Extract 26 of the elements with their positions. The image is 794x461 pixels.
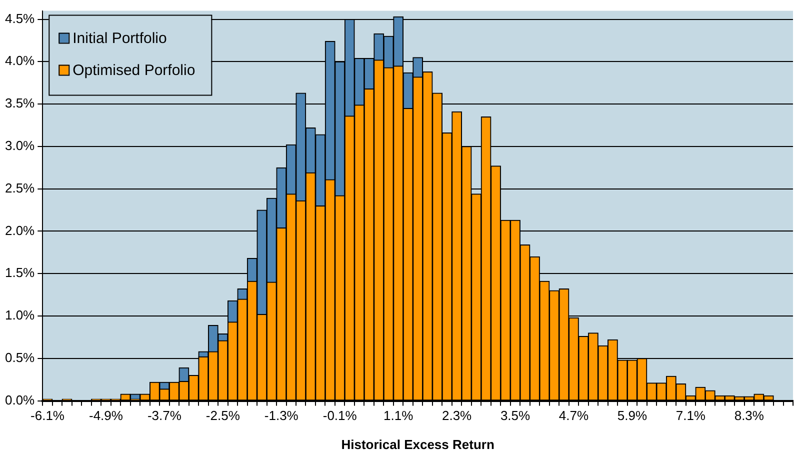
x-tick-label: 8.3% <box>734 408 764 424</box>
x-tick-label: 1.1% <box>384 408 414 424</box>
x-tick-label: -3.7% <box>147 408 182 424</box>
x-tick-label: 2.3% <box>442 408 472 424</box>
y-tick-label: 0.5% <box>4 350 36 365</box>
x-tick-label: 7.1% <box>676 408 706 424</box>
y-tick-label: 2.5% <box>4 180 36 196</box>
x-tick-label: 3.5% <box>500 408 531 424</box>
x-tick-label: -4.9% <box>88 408 124 424</box>
x-tick-label: -1.3% <box>264 408 299 424</box>
legend-label: Optimised Porfolio <box>72 62 196 79</box>
y-tick-label: 3.5% <box>4 96 36 111</box>
y-tick-label: 0.0% <box>4 392 36 408</box>
y-tick-label: 1.5% <box>4 265 36 280</box>
legend-label: Initial Portfolio <box>72 30 167 47</box>
x-tick-label: 4.7% <box>558 408 589 424</box>
x-tick-label: -2.5% <box>206 408 240 424</box>
y-tick-label: 4.0% <box>4 53 36 68</box>
x-tick-label: 5.9% <box>617 408 648 424</box>
x-tick-label: -0.1% <box>322 408 358 424</box>
y-tick-label: 3.0% <box>4 138 36 154</box>
x-axis-title: Historical Excess Return <box>341 436 494 452</box>
y-tick-label: 1.0% <box>4 308 36 323</box>
y-tick-label: 2.0% <box>4 222 36 238</box>
y-tick-label: 4.5% <box>4 10 36 26</box>
x-tick-label: -6.1% <box>30 408 65 424</box>
